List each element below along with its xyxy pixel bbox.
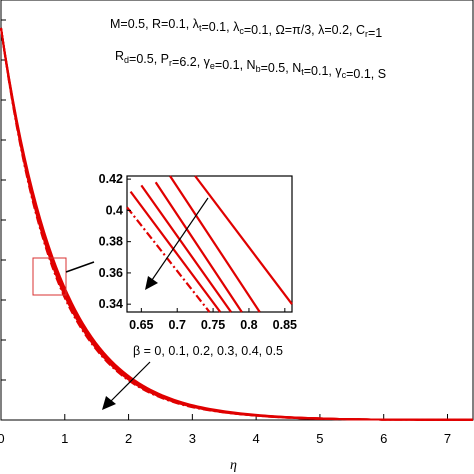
x-tick-label: 6 <box>380 431 387 446</box>
x-axis-label: η <box>230 458 237 473</box>
inset-plot: 0.42 0.4 0.38 0.36 0.34 0.65 0.7 0.75 0.8 0.85 <box>99 172 297 332</box>
params-line-1: M=0.5, R=0.1, λt=0.1, λc=0.1, Ω=π/3, λ=0… <box>110 17 382 40</box>
inset-y-tick-label: 0.38 <box>99 235 123 249</box>
inset-x-tick-label: 0.7 <box>169 318 186 332</box>
inset-arrow-head <box>145 276 158 290</box>
inset-frame <box>126 175 293 313</box>
x-axis-ticks: 0 1 2 3 4 5 6 7 <box>0 414 451 446</box>
inset-y-tick-label: 0.4 <box>106 203 123 217</box>
inset-x-tick-label: 0.65 <box>129 318 153 332</box>
inset-x-tick-label: 0.85 <box>273 318 297 332</box>
x-tick-label: 2 <box>125 431 132 446</box>
inset-y-ticks: 0.42 0.4 0.38 0.36 0.34 <box>99 172 131 311</box>
inset-arrow-shaft <box>151 197 209 281</box>
inset-series-group <box>126 175 293 313</box>
inset-y-tick-label: 0.34 <box>99 297 123 311</box>
beta-arrow-shaft <box>109 361 151 403</box>
y-axis-ticks <box>1 19 6 381</box>
inset-x-tick-label: 0.75 <box>201 318 225 332</box>
main-series-group <box>0 27 474 421</box>
inset-x-ticks: 0.65 0.7 0.75 0.8 0.85 <box>129 308 297 332</box>
x-tick-label: 3 <box>189 431 196 446</box>
inset-x-tick-label: 0.8 <box>240 318 257 332</box>
beta-annotation: β = 0, 0.1, 0.2, 0.3, 0.4, 0.5 <box>133 344 283 358</box>
inset-line-beta-0.4 <box>129 190 222 313</box>
inset-line-beta-0.3 <box>140 184 232 313</box>
inset-line-beta-0.1 <box>169 175 261 313</box>
x-tick-label: 5 <box>316 431 323 446</box>
zoom-connector <box>65 261 95 273</box>
series-line-beta-0.5 <box>0 27 474 421</box>
inset-line-beta-0.5 <box>126 206 211 313</box>
x-tick-label: 1 <box>61 431 68 446</box>
beta-arrow-head <box>102 396 116 410</box>
params-line-2: Rd=0.5, Pr=6.2, γe=0.1, Nb=0.5, Nt=0.1, … <box>115 49 386 81</box>
inset-y-tick-label: 0.36 <box>99 266 123 280</box>
x-tick-label: 7 <box>444 431 451 446</box>
inset-line-beta-0 <box>194 175 293 305</box>
inset-line-beta-0.2 <box>154 181 243 313</box>
inset-y-tick-label: 0.42 <box>99 172 123 186</box>
x-tick-label: 4 <box>253 431 260 446</box>
plot-frame <box>0 0 474 421</box>
zoom-box <box>32 257 67 296</box>
x-tick-label: 0 <box>0 431 5 446</box>
